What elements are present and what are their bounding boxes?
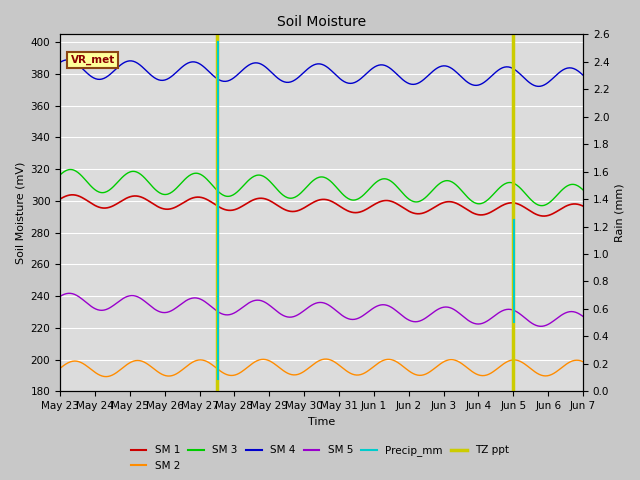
SM 5: [309, 302, 317, 308]
SM 5: [486, 316, 493, 322]
SM 3: [56, 172, 64, 178]
Y-axis label: Rain (mm): Rain (mm): [615, 183, 625, 242]
SM 1: [540, 213, 547, 219]
SM 1: [486, 210, 493, 216]
SM 4: [486, 75, 493, 81]
SM 3: [67, 167, 74, 172]
Line: SM 5: SM 5: [60, 293, 583, 326]
Line: SM 1: SM 1: [60, 195, 583, 216]
X-axis label: Time: Time: [308, 417, 335, 427]
SM 5: [340, 314, 348, 320]
SM 2: [370, 364, 378, 370]
Line: SM 2: SM 2: [60, 359, 583, 377]
SM 1: [579, 203, 587, 209]
SM 2: [306, 364, 314, 370]
Line: SM 4: SM 4: [60, 60, 583, 86]
SM 1: [306, 202, 314, 207]
Title: Soil Moisture: Soil Moisture: [277, 15, 366, 29]
SM 2: [102, 374, 110, 380]
SM 3: [538, 203, 546, 208]
Y-axis label: Soil Moisture (mV): Soil Moisture (mV): [15, 162, 25, 264]
SM 2: [309, 362, 317, 368]
SM 5: [569, 309, 577, 314]
SM 4: [535, 84, 543, 89]
SM 3: [569, 181, 577, 187]
Legend: SM 1, SM 2, SM 3, SM 4, SM 5, Precip_mm, TZ ppt: SM 1, SM 2, SM 3, SM 4, SM 5, Precip_mm,…: [127, 441, 513, 475]
SM 4: [569, 65, 577, 71]
SM 1: [569, 201, 577, 207]
SM 3: [340, 192, 348, 198]
SM 1: [369, 203, 376, 208]
SM 5: [306, 304, 314, 310]
SM 2: [579, 359, 587, 365]
SM 3: [369, 183, 376, 189]
SM 2: [569, 358, 577, 364]
SM 1: [56, 196, 64, 202]
SM 3: [306, 181, 314, 187]
SM 4: [369, 66, 376, 72]
SM 4: [340, 79, 348, 84]
SM 2: [56, 365, 64, 371]
SM 4: [579, 72, 587, 78]
SM 3: [486, 195, 493, 201]
Line: SM 3: SM 3: [60, 169, 583, 205]
SM 5: [56, 294, 64, 300]
SM 1: [68, 192, 76, 198]
SM 3: [579, 187, 587, 193]
SM 4: [309, 62, 317, 68]
SM 4: [56, 60, 64, 65]
SM 3: [309, 178, 317, 184]
SM 1: [309, 200, 317, 205]
SM 5: [538, 324, 545, 329]
SM 5: [66, 290, 74, 296]
SM 2: [321, 356, 329, 362]
SM 4: [63, 57, 71, 63]
SM 4: [306, 65, 314, 71]
Text: VR_met: VR_met: [70, 55, 115, 65]
SM 2: [487, 370, 495, 376]
SM 5: [369, 306, 376, 312]
SM 2: [341, 367, 349, 373]
SM 1: [340, 206, 348, 212]
SM 5: [579, 313, 587, 319]
